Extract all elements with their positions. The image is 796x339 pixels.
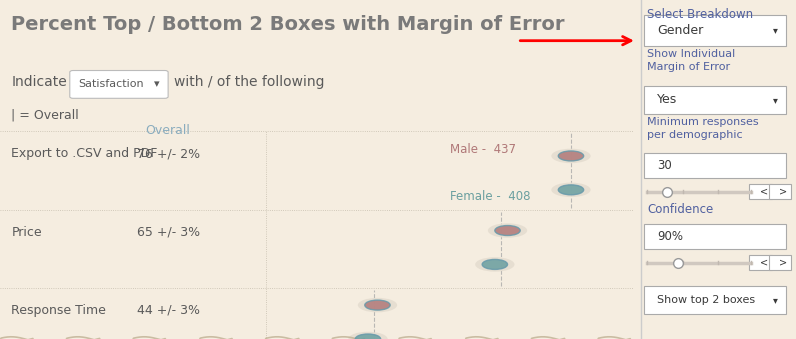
Bar xyxy=(749,184,772,199)
Text: with / of the following: with / of the following xyxy=(174,75,325,88)
Text: 76 +/- 2%: 76 +/- 2% xyxy=(137,147,200,160)
Text: Response Time: Response Time xyxy=(11,304,107,317)
Ellipse shape xyxy=(475,257,514,272)
Text: 90%: 90% xyxy=(657,230,683,243)
FancyBboxPatch shape xyxy=(644,286,786,314)
Text: <: < xyxy=(759,258,768,268)
Text: <: < xyxy=(759,186,768,197)
Ellipse shape xyxy=(558,185,583,195)
Text: Yes: Yes xyxy=(657,93,677,106)
Ellipse shape xyxy=(355,334,380,339)
Text: Confidence: Confidence xyxy=(647,203,713,216)
Text: | = Overall: | = Overall xyxy=(11,108,79,121)
FancyBboxPatch shape xyxy=(644,86,786,114)
Text: 30: 30 xyxy=(657,159,672,172)
FancyBboxPatch shape xyxy=(70,71,168,98)
Ellipse shape xyxy=(558,151,583,161)
Bar xyxy=(768,255,791,270)
Ellipse shape xyxy=(365,300,390,310)
Bar xyxy=(749,255,772,270)
Text: Price: Price xyxy=(11,226,42,239)
Text: ▾: ▾ xyxy=(154,79,160,89)
Bar xyxy=(644,224,786,249)
Ellipse shape xyxy=(482,259,508,270)
Text: Male -  437: Male - 437 xyxy=(451,143,517,156)
Ellipse shape xyxy=(552,149,591,163)
Ellipse shape xyxy=(349,332,388,339)
Text: ▾: ▾ xyxy=(774,295,778,305)
Text: >: > xyxy=(779,186,787,197)
Text: Percent Top / Bottom 2 Boxes with Margin of Error: Percent Top / Bottom 2 Boxes with Margin… xyxy=(11,15,565,34)
Text: Female -  408: Female - 408 xyxy=(451,190,531,203)
Bar xyxy=(768,184,791,199)
Ellipse shape xyxy=(358,298,397,312)
Bar xyxy=(644,153,786,178)
Text: Export to .CSV and PDF: Export to .CSV and PDF xyxy=(11,147,158,160)
Text: 65 +/- 3%: 65 +/- 3% xyxy=(137,226,200,239)
Text: >: > xyxy=(779,258,787,268)
Ellipse shape xyxy=(552,183,591,197)
Ellipse shape xyxy=(495,225,521,236)
FancyBboxPatch shape xyxy=(644,15,786,46)
Text: 44 +/- 3%: 44 +/- 3% xyxy=(137,304,200,317)
Ellipse shape xyxy=(488,223,527,238)
Text: Select Breakdown: Select Breakdown xyxy=(647,8,754,21)
Text: Minimum responses
per demographic: Minimum responses per demographic xyxy=(647,117,759,140)
Text: ▾: ▾ xyxy=(774,95,778,105)
Text: Overall: Overall xyxy=(146,124,190,137)
Text: Satisfaction: Satisfaction xyxy=(78,79,143,89)
Text: Show top 2 boxes: Show top 2 boxes xyxy=(657,295,755,305)
Text: Indicate: Indicate xyxy=(11,75,67,88)
Text: Gender: Gender xyxy=(657,24,704,37)
Text: Show Individual
Margin of Error: Show Individual Margin of Error xyxy=(647,49,736,72)
Text: ▾: ▾ xyxy=(774,25,778,35)
